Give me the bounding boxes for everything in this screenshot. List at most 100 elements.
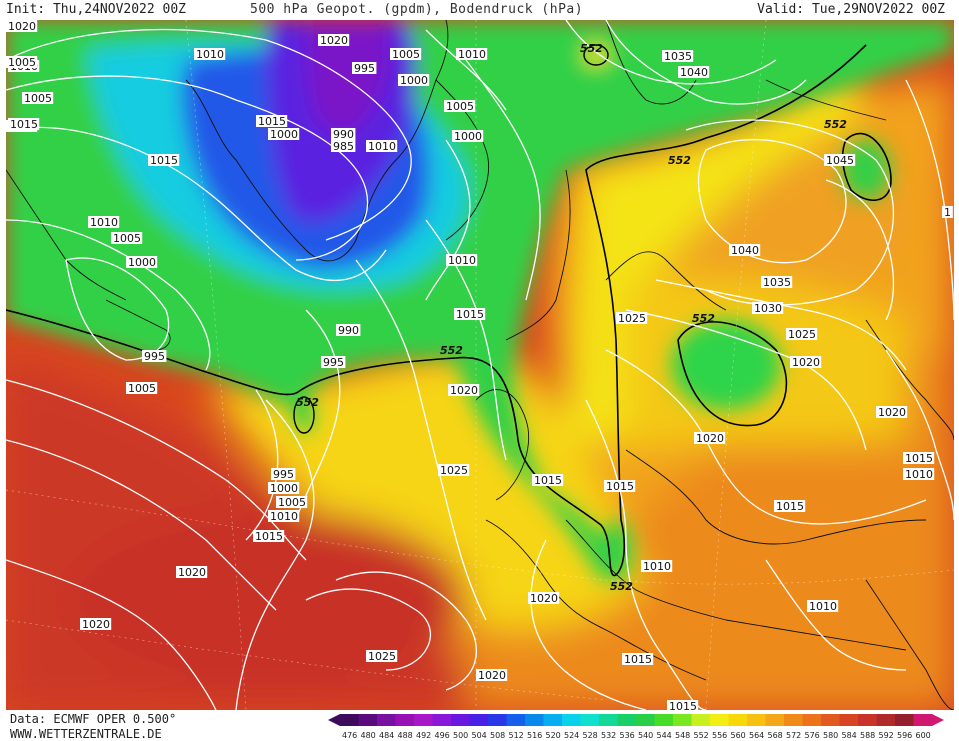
pressure-label-box (271, 468, 296, 480)
pressure-label-text: 1045 (826, 154, 854, 167)
pressure-label-text: 985 (333, 140, 354, 153)
pressure-label-text: 1020 (82, 618, 110, 631)
pressure-label: 990 (331, 128, 356, 141)
colorbar-swatch (562, 714, 581, 726)
pressure-label-text: 1020 (450, 384, 478, 397)
pressure-label-text: 1020 (8, 20, 36, 33)
pressure-label-text: 990 (333, 128, 354, 141)
pressure-label-text: 1010 (368, 140, 396, 153)
contour-552-ring (677, 321, 788, 427)
colorbar-tick-label: 528 (583, 731, 598, 740)
pressure-label-text: 1010 (90, 216, 118, 229)
colorbar-swatch (377, 714, 396, 726)
contour-552-label: 552 (824, 118, 847, 131)
map-header: Init: Thu,24NOV2022 00Z 500 hPa Geopot. … (0, 0, 959, 20)
website-label: WWW.WETTERZENTRALE.DE (10, 727, 162, 741)
pressure-label: 985 (331, 140, 356, 153)
pressure-label-box (903, 468, 935, 480)
pressure-label-box (678, 66, 710, 78)
pressure-label-text: 1010 (448, 254, 476, 267)
pressure-label: 1020 (876, 406, 908, 419)
colorbar-tick-label: 592 (879, 731, 894, 740)
pressure-label-text: 1005 (278, 496, 306, 509)
pressure-labels: 1010100510001010102010051010101599510001… (6, 20, 953, 710)
pressure-label: 1035 (662, 50, 694, 63)
pressure-label-text: 1010 (643, 560, 671, 573)
pressure-label: 1010 (88, 216, 120, 229)
pressure-label-box (616, 312, 648, 324)
pressure-label: 1015 (604, 480, 636, 493)
pressure-label: 995 (142, 350, 167, 363)
pressure-label-box (268, 482, 300, 494)
pressure-label-box (790, 356, 822, 368)
pressure-label-box (176, 566, 208, 578)
pressure-label: 1040 (678, 66, 710, 79)
colorbar-swatch (654, 714, 674, 726)
contour-552-ring (583, 44, 609, 66)
lat-lon-grid (6, 20, 954, 710)
pressure-label-text: 1020 (178, 566, 206, 579)
pressure-label-box (148, 154, 180, 166)
colorbar-tick-label: 544 (657, 731, 672, 740)
pressure-label-box (398, 74, 430, 86)
pressure-label-text: 1015 (534, 474, 562, 487)
pressure-label-box (444, 100, 476, 112)
pressure-label-text: 995 (354, 62, 375, 75)
contour-552-ring (293, 396, 315, 434)
colorbar-tick-label: 492 (416, 731, 431, 740)
pressure-label-text: 1015 (258, 115, 286, 128)
colorbar-swatch (432, 714, 452, 726)
contour-552-label: 552 (610, 580, 633, 593)
pressure-label-box (390, 48, 422, 60)
pressure-label: 1020 (80, 618, 112, 631)
pressure-label-text: 1040 (680, 66, 708, 79)
pressure-label-text: 1015 (669, 700, 697, 710)
pressure-label-text: 1040 (731, 244, 759, 257)
pressure-label-box (194, 48, 226, 60)
colorbar-tick-label: 476 (342, 731, 357, 740)
pressure-label: 1010 (268, 510, 300, 523)
pressure-label-text: 1020 (878, 406, 906, 419)
colorbar-tick-label: 484 (379, 731, 394, 740)
colorbar-swatch (765, 714, 785, 726)
pressure-label-text: 1020 (530, 592, 558, 605)
pressure-label-text: 1000 (128, 256, 156, 269)
colorbar-tick-label: 480 (361, 731, 376, 740)
pressure-label: 1010 (366, 140, 398, 153)
pressure-label-text: 1020 (696, 432, 724, 445)
pressure-label: 1020 (448, 384, 480, 397)
colorbar-swatch (710, 714, 729, 726)
pressure-label-box (786, 328, 818, 340)
colorbar-swatch (784, 714, 803, 726)
pressure-label-box (80, 618, 112, 630)
pressure-label-box (532, 474, 564, 486)
colorbar-swatch (599, 714, 618, 726)
pressure-label-box (8, 118, 40, 130)
pressure-label: 1020 (476, 669, 508, 682)
pressure-label-box (256, 115, 288, 127)
pressure-label-text: 1000 (400, 74, 428, 87)
isobars (6, 20, 954, 710)
pressure-label-box (807, 600, 839, 612)
pressure-label-box (903, 452, 935, 464)
colorbar-tick-label: 568 (768, 731, 783, 740)
pressure-label: 1010 (807, 600, 839, 613)
pressure-label-box (22, 92, 54, 104)
pressure-label: 1005 (444, 100, 476, 113)
pressure-label-text: 995 (144, 350, 165, 363)
pressure-label: 1005 (276, 496, 308, 509)
pressure-label-box (452, 130, 484, 142)
colorbar-swatch (414, 714, 433, 726)
pressure-label: 1010 (456, 48, 488, 61)
pressure-label-text: 1025 (368, 650, 396, 663)
pressure-label-text: 990 (338, 324, 359, 337)
contour-552-label-text: 552 (668, 154, 691, 167)
colorbar-tick-label: 540 (638, 731, 653, 740)
colorbar-swatch (358, 714, 378, 726)
pressure-label: 1005 (390, 48, 422, 61)
colorbar-swatch (488, 714, 507, 726)
pressure-label: 1015 (454, 308, 486, 321)
colorbar-tick-label: 512 (509, 731, 524, 740)
pressure-label-box (331, 140, 356, 152)
pressure-label-text: 1010 (809, 600, 837, 613)
